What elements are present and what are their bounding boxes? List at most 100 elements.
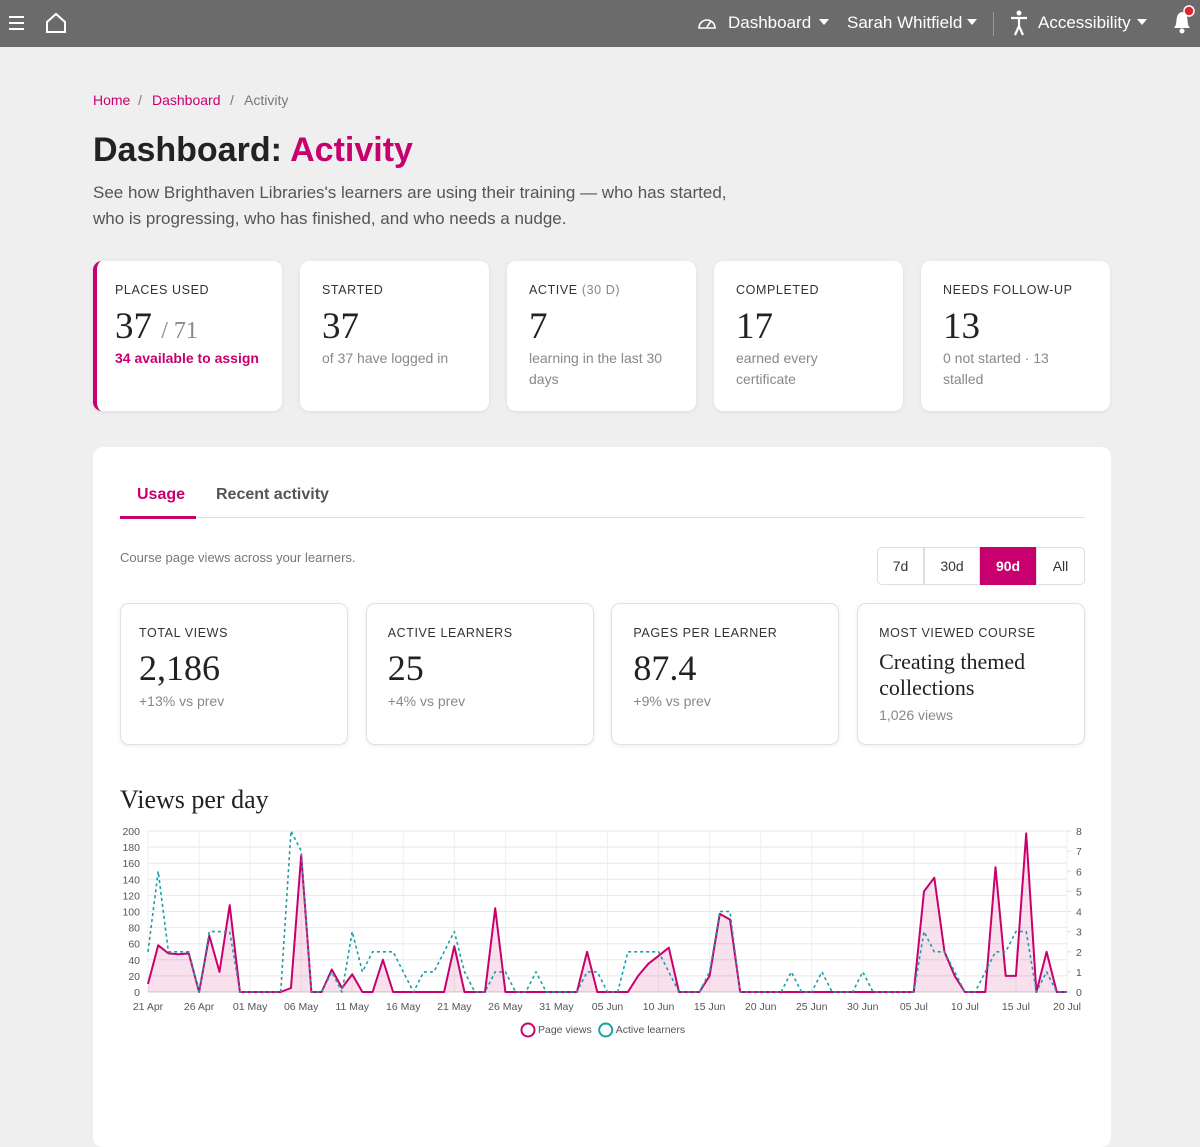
page-title: Dashboard: Activity (93, 131, 413, 170)
stat-value: 13 (943, 305, 980, 348)
y2-tick-label: 2 (1076, 947, 1082, 959)
stat-value: 37 / 71 (115, 305, 198, 348)
home-icon[interactable] (44, 11, 68, 35)
y-tick-label: 100 (122, 907, 140, 919)
stat-label-text: STARTED (322, 283, 384, 297)
nav-dashboard[interactable]: Dashboard (728, 13, 812, 32)
tab-label: Usage (137, 486, 186, 503)
x-tick-label: 30 Jun (847, 1001, 879, 1013)
legend-swatch (598, 1022, 614, 1038)
nav-user[interactable]: Sarah Whitfield (847, 13, 963, 32)
tab-usage[interactable]: Usage (137, 486, 185, 504)
range-button[interactable]: 90d (980, 547, 1036, 585)
x-tick-label: 10 Jul (951, 1001, 979, 1013)
stat-value: 7 (529, 305, 548, 348)
top-nav: Dashboard Sarah Whitfield Accessibility (0, 0, 1200, 47)
metric-note: +4% vs prev (387, 693, 466, 709)
x-tick-label: 26 Apr (184, 1001, 215, 1013)
nav-accessibility[interactable]: Accessibility (1038, 13, 1131, 32)
stat-label: ACTIVE (30 D) (529, 283, 620, 297)
legend-label: Page views (538, 1024, 592, 1036)
stat-value-number: 13 (943, 306, 980, 347)
stat-value: 37 (322, 305, 359, 348)
x-tick-label: 15 Jun (694, 1001, 726, 1013)
tab-recent[interactable]: Recent activity (216, 486, 329, 504)
metric-note: +13% vs prev (139, 693, 225, 709)
stat-card: ACTIVE (30 D) 7 learning in the last 30 da… (507, 261, 696, 411)
metric-label: TOTAL VIEWS (139, 626, 229, 640)
x-tick-label: 20 Jul (1053, 1001, 1081, 1013)
stat-label: COMPLETED (736, 283, 819, 297)
legend-swatch (520, 1022, 536, 1038)
separator (993, 12, 994, 36)
metric-card: PAGES PER LEARNER 87.4 +9% vs prev (611, 603, 840, 745)
metric-value: 87.4 (633, 648, 697, 688)
y-tick-label: 0 (134, 987, 140, 999)
y2-tick-label: 4 (1076, 907, 1082, 919)
range-button[interactable]: All (1036, 547, 1085, 585)
y-tick-label: 180 (122, 842, 140, 854)
caret (819, 19, 829, 25)
stat-note: of 37 have logged in (322, 350, 449, 366)
bell-icon[interactable] (1170, 4, 1198, 34)
stat-note: 34 available to assign (115, 350, 259, 366)
y-tick-label: 60 (128, 939, 140, 951)
x-tick-label: 16 May (386, 1001, 421, 1013)
range-button[interactable]: 30d (924, 547, 980, 585)
stat-value-number: 37 (115, 306, 152, 347)
title-highlight: Activity (290, 131, 413, 169)
y2-tick-label: 0 (1076, 987, 1082, 999)
stat-label: PLACES USED (115, 283, 209, 297)
y-tick-label: 120 (122, 890, 140, 902)
stat-value-number: 17 (736, 306, 773, 347)
breadcrumb-current: Activity (244, 92, 289, 108)
y-tick-label: 40 (128, 955, 140, 967)
breadcrumb-home[interactable]: Home (93, 92, 131, 108)
x-tick-label: 15 Jul (1002, 1001, 1030, 1013)
metric-card: MOST VIEWED COURSE Creating themed collec… (857, 603, 1086, 745)
y2-tick-label: 8 (1076, 826, 1082, 838)
breadcrumb-dashboard[interactable]: Dashboard (152, 92, 221, 108)
stat-label: NEEDS FOLLOW-UP (943, 283, 1073, 297)
gauge-icon (698, 19, 716, 29)
stat-label-text: COMPLETED (736, 283, 820, 297)
stat-value-number: 7 (529, 306, 548, 347)
metric-card: ACTIVE LEARNERS 25 +4% vs prev (365, 603, 594, 745)
range-button[interactable]: 7d (877, 547, 924, 585)
x-tick-label: 31 May (539, 1001, 574, 1013)
metric-label: PAGES PER LEARNER (633, 626, 778, 640)
tab-rule (120, 517, 1085, 518)
legend-label: Active learners (616, 1024, 685, 1036)
caption: Course page views across your learners. (120, 550, 356, 565)
tab-indicator (120, 516, 196, 519)
menu-icon[interactable] (8, 14, 26, 32)
x-tick-label: 20 Jun (745, 1001, 777, 1013)
y2-tick-label: 7 (1076, 846, 1082, 858)
y-tick-label: 200 (122, 826, 140, 838)
metric-value: 2,186 (139, 648, 220, 688)
intro: See how Brighthaven Libraries's learners… (93, 183, 727, 228)
x-tick-label: 21 May (437, 1001, 472, 1013)
x-tick-label: 21 Apr (133, 1001, 164, 1013)
metric-note: +9% vs prev (633, 693, 711, 709)
metric-note: 1,026 views (879, 707, 954, 723)
series-line (147, 830, 1067, 993)
stat-label-suffix: (30 D) (581, 283, 621, 297)
stat-card: COMPLETED 17 earned every certificate (714, 261, 903, 411)
stat-label: STARTED (322, 283, 383, 297)
stat-value-extra: / 71 (161, 318, 198, 344)
stat-value: 17 (736, 305, 773, 348)
x-tick-label: 05 Jun (592, 1001, 624, 1013)
y2-tick-label: 6 (1076, 866, 1082, 878)
stat-note: learning in the last 30 days (529, 350, 663, 387)
metric-value: Creating themed collections (879, 649, 1026, 700)
stat-card: NEEDS FOLLOW-UP 13 0 not started · 13 stal… (921, 261, 1110, 411)
stat-value-number: 37 (322, 306, 359, 347)
x-tick-label: 26 May (488, 1001, 523, 1013)
y2-tick-label: 5 (1076, 886, 1082, 898)
stat-note: 0 not started · 13 stalled (943, 350, 1049, 387)
breadcrumb-separator: / (138, 92, 142, 108)
accessibility-icon (1011, 10, 1027, 36)
x-tick-label: 25 Jun (796, 1001, 828, 1013)
